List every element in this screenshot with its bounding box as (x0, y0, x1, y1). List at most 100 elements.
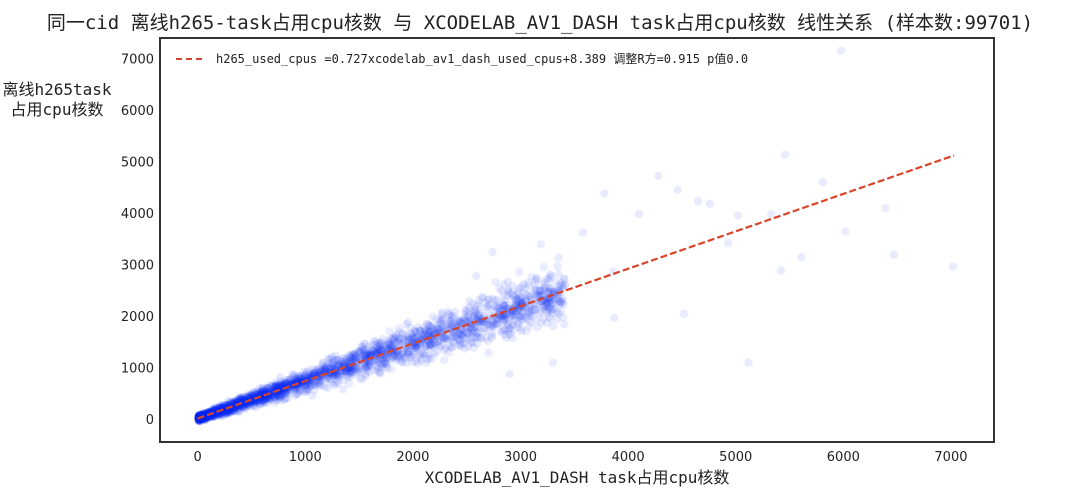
data-point (316, 375, 325, 384)
plot-frame (159, 37, 995, 443)
data-point (251, 386, 260, 396)
data-point (331, 367, 340, 376)
data-point (556, 281, 565, 290)
data-point (264, 390, 273, 400)
data-point (364, 367, 374, 377)
data-point (426, 322, 435, 331)
data-point (258, 384, 268, 393)
data-point (200, 411, 209, 421)
data-point (818, 177, 828, 187)
data-point (262, 384, 271, 394)
data-point (486, 320, 495, 329)
data-point (324, 373, 333, 382)
data-point (421, 341, 430, 351)
data-point (350, 365, 359, 374)
data-point (226, 407, 235, 416)
data-point (421, 342, 430, 351)
data-point (358, 352, 367, 361)
data-point (383, 341, 392, 350)
data-point (329, 371, 338, 381)
data-point (329, 380, 339, 389)
data-point (261, 398, 270, 407)
data-point (416, 353, 425, 363)
data-point (388, 335, 397, 344)
data-point (535, 306, 545, 316)
data-point (555, 297, 564, 306)
data-point (258, 397, 267, 406)
data-point (299, 371, 309, 381)
data-point (208, 405, 218, 415)
data-point (559, 281, 568, 290)
data-point (540, 277, 549, 287)
data-point (558, 313, 568, 322)
data-point (299, 381, 309, 390)
data-point (428, 342, 437, 351)
data-point (464, 307, 473, 316)
data-point (421, 341, 430, 351)
data-point (250, 389, 260, 399)
data-point (323, 383, 332, 393)
data-point (487, 333, 496, 343)
data-point (250, 397, 259, 407)
data-point (406, 329, 416, 338)
data-point (457, 339, 466, 348)
data-point (523, 278, 533, 287)
data-point (333, 370, 342, 379)
data-point (293, 383, 302, 393)
data-point (378, 354, 387, 363)
data-point (491, 277, 500, 287)
data-point (539, 262, 548, 272)
data-point (386, 334, 395, 344)
data-point (440, 323, 449, 332)
data-point (460, 314, 469, 323)
data-point (421, 358, 431, 368)
data-point (273, 391, 282, 400)
data-point (338, 357, 347, 367)
data-point (284, 376, 293, 385)
data-point (469, 313, 478, 323)
data-point (454, 319, 463, 328)
data-point (426, 334, 435, 343)
data-point (331, 380, 340, 389)
data-point (515, 312, 524, 322)
data-point (530, 305, 539, 314)
data-point (334, 358, 343, 368)
data-point (257, 387, 266, 397)
data-point (332, 372, 341, 381)
data-point (447, 312, 456, 321)
data-point (328, 359, 337, 368)
data-point (392, 330, 401, 340)
data-point (271, 382, 280, 391)
y-tick-label: 4000 (121, 207, 154, 222)
data-point (539, 286, 548, 295)
data-point (393, 336, 402, 345)
data-point (533, 274, 542, 284)
data-point (269, 392, 278, 402)
data-point (430, 339, 439, 348)
data-point (339, 376, 348, 385)
data-point (499, 315, 508, 324)
data-point (500, 311, 509, 320)
data-point (344, 367, 353, 377)
data-point (407, 353, 416, 362)
data-point (295, 383, 304, 392)
data-point (451, 332, 461, 341)
data-point (508, 321, 518, 330)
data-point (255, 388, 265, 397)
data-point (511, 307, 521, 316)
data-point (495, 284, 504, 293)
data-point (389, 342, 398, 351)
data-point (234, 395, 243, 405)
data-point (250, 401, 259, 410)
data-point (375, 368, 384, 377)
data-point (381, 353, 391, 363)
data-point (263, 384, 273, 393)
data-point (539, 283, 549, 293)
data-point (535, 286, 544, 295)
data-point (525, 303, 534, 312)
data-point (499, 301, 509, 310)
data-point (432, 347, 442, 356)
data-point (269, 394, 278, 403)
data-point (493, 304, 502, 313)
data-point (430, 337, 439, 346)
